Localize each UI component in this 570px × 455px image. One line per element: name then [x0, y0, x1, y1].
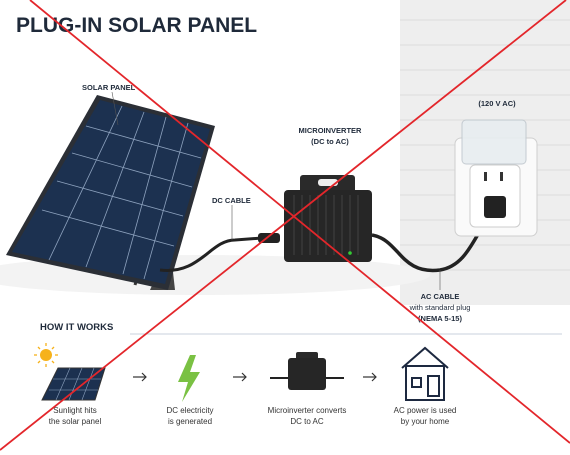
ac-cable-label: AC CABLE — [421, 292, 460, 301]
ac-cable-standard: (NEMA 5-15) — [418, 314, 462, 323]
outlet-label: (120 V AC) — [478, 99, 516, 108]
how-it-works-title: HOW IT WORKS — [40, 322, 113, 333]
solar-panel-label: SOLAR PANEL — [82, 83, 136, 92]
step-caption: AC power is used — [394, 406, 457, 415]
step-icon-sun-panel — [34, 343, 105, 400]
step-caption: DC to AC — [290, 417, 324, 426]
infographic: SOLAR PANEL DC CABLE MICROINVERTER (DC t… — [0, 0, 570, 455]
outlet — [455, 120, 537, 236]
step-caption: is generated — [168, 417, 212, 426]
page: {"header": {"title": "PLUG-IN SOLAR PANE… — [0, 0, 570, 455]
step-icon-bolt — [178, 355, 200, 402]
dc-cable-label: DC CABLE — [212, 196, 251, 205]
step-icon-house — [402, 348, 448, 400]
step-caption: Microinverter converts — [268, 406, 347, 415]
step-caption: the solar panel — [49, 417, 102, 426]
microinverter-sublabel: (DC to AC) — [311, 137, 349, 146]
ac-cable-sublabel: with standard plug — [409, 303, 471, 312]
step-icon-inverter — [270, 352, 344, 390]
step-caption: Sunlight hits — [53, 406, 97, 415]
step-caption: DC electricity — [166, 406, 213, 415]
microinverter-label: MICROINVERTER — [299, 126, 363, 135]
step-caption: by your home — [401, 417, 450, 426]
